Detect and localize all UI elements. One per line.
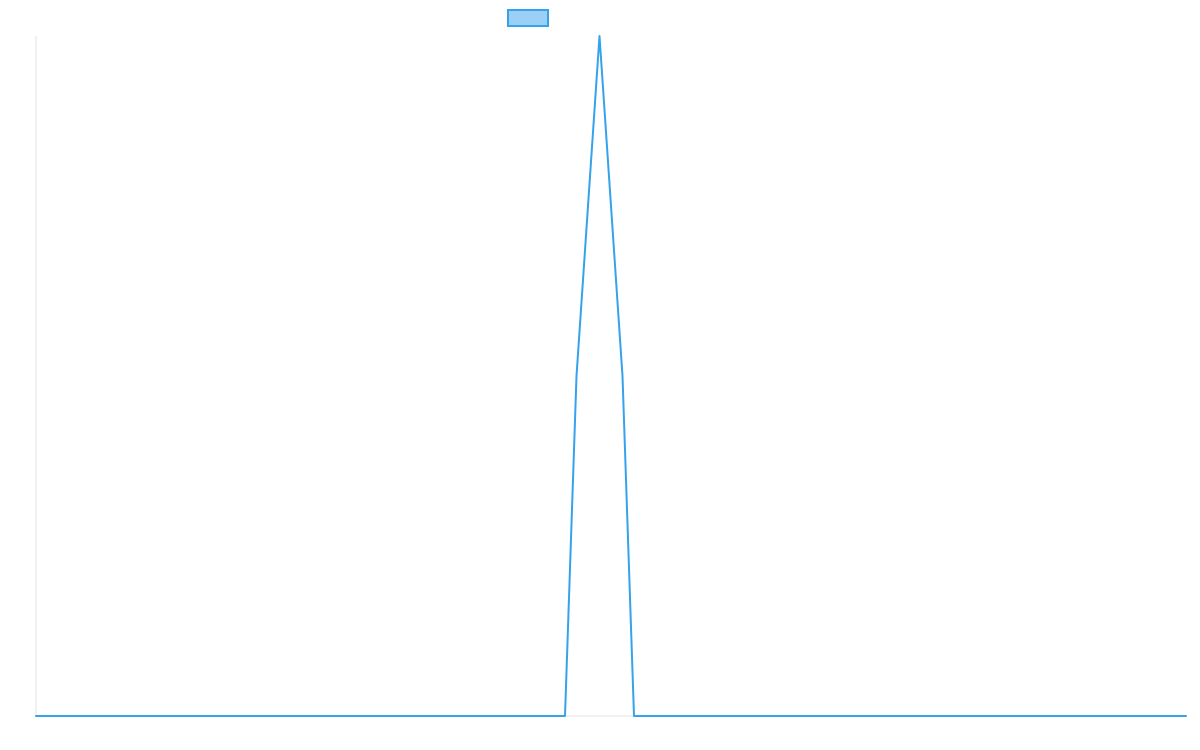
legend[interactable] xyxy=(507,9,549,27)
legend-swatch-0[interactable] xyxy=(507,9,549,27)
series-line-0 xyxy=(35,35,1187,717)
series-group xyxy=(35,35,1187,717)
